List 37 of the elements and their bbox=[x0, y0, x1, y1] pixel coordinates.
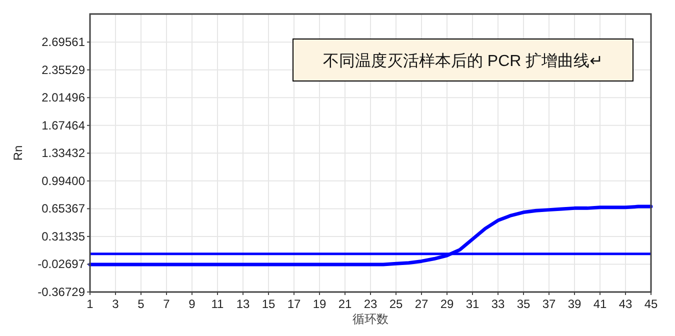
y-tick-label: 2.35529 bbox=[42, 62, 86, 77]
x-axis-title: 循环数 bbox=[352, 312, 388, 326]
y-tick-label: 0.31335 bbox=[42, 229, 86, 244]
x-tick-label: 13 bbox=[236, 297, 250, 311]
y-tick-label: 0.99400 bbox=[42, 174, 86, 188]
x-tick-label: 41 bbox=[593, 297, 607, 311]
x-tick-label: 31 bbox=[466, 297, 480, 311]
x-tick-label: 43 bbox=[618, 297, 632, 311]
y-tick-label: -0.02697 bbox=[38, 257, 86, 272]
y-tick-label: 1.67464 bbox=[42, 118, 86, 132]
x-tick-label: 1 bbox=[86, 297, 94, 311]
y-tick-label: 0.65367 bbox=[42, 202, 86, 216]
x-tick-label: 33 bbox=[491, 297, 505, 311]
y-tick-label: 1.33432 bbox=[42, 146, 86, 160]
x-tick-label: 35 bbox=[516, 297, 530, 311]
x-tick-label: 7 bbox=[163, 297, 170, 311]
line-series bbox=[88, 204, 653, 266]
x-tick-label: 3 bbox=[112, 297, 120, 311]
x-tick-label: 23 bbox=[364, 297, 378, 311]
x-tick-label: 15 bbox=[262, 297, 276, 311]
x-tick-label: 17 bbox=[287, 297, 301, 311]
y-tick-label: 2.01496 bbox=[42, 90, 86, 105]
x-tick-label: 5 bbox=[138, 297, 145, 311]
x-tick-label: 27 bbox=[414, 297, 428, 311]
caption-box: 不同温度灭活样本后的 PCR 扩增曲线↵ bbox=[292, 38, 634, 82]
x-tick-label: 21 bbox=[338, 297, 352, 311]
x-tick-label: 37 bbox=[542, 297, 556, 311]
y-tick-label: -0.36729 bbox=[38, 285, 86, 299]
x-tick-label: 25 bbox=[389, 297, 403, 311]
x-tick-label: 39 bbox=[568, 297, 582, 311]
y-axis-title: Rn bbox=[11, 145, 25, 161]
y-tick-label: 2.69561 bbox=[42, 35, 86, 50]
x-tick-label: 29 bbox=[440, 297, 454, 311]
x-tick-label: 11 bbox=[211, 297, 224, 311]
x-tick-label: 45 bbox=[644, 297, 658, 311]
x-tick-label: 19 bbox=[312, 297, 326, 311]
x-tick-label: 9 bbox=[188, 297, 196, 311]
